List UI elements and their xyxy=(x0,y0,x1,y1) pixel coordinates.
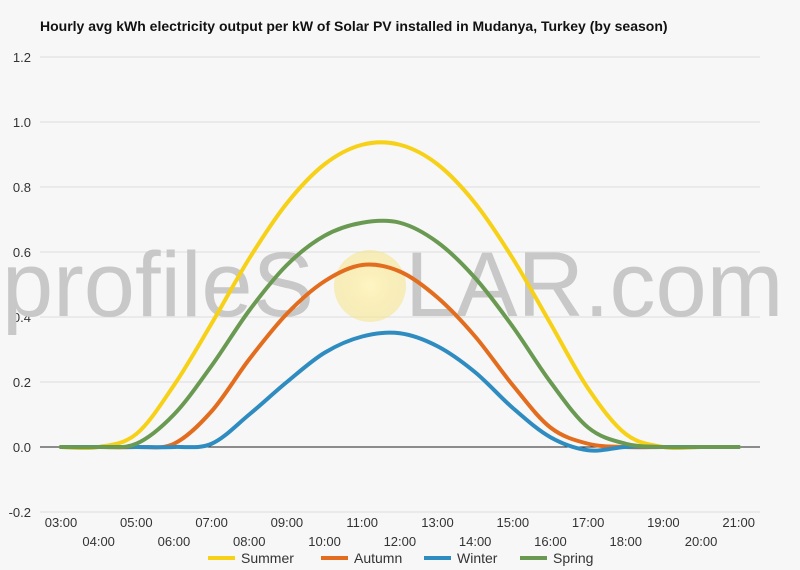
y-tick-label: -0.2 xyxy=(9,505,31,520)
x-tick-label: 21:00 xyxy=(722,515,755,530)
x-tick-label: 03:00 xyxy=(45,515,78,530)
legend: Summer Autumn Winter Spring xyxy=(208,550,593,566)
x-tick-label: 11:00 xyxy=(346,515,378,530)
x-tick-label: 18:00 xyxy=(609,534,642,549)
series-line-summer xyxy=(59,140,741,450)
x-tick-label: 19:00 xyxy=(647,515,680,530)
legend-label-winter: Winter xyxy=(457,550,498,566)
legend-label-spring: Spring xyxy=(553,550,593,566)
x-tick-label: 05:00 xyxy=(120,515,153,530)
x-tick-label: 08:00 xyxy=(233,534,266,549)
x-tick-label: 04:00 xyxy=(82,534,115,549)
y-tick-label: 0.0 xyxy=(13,440,31,455)
watermark-text-left: profileS xyxy=(2,234,314,336)
x-tick-label: 06:00 xyxy=(158,534,191,549)
watermark-text-right: LAR.com xyxy=(405,234,783,336)
y-tick-label: 0.4 xyxy=(13,310,31,325)
x-tick-label: 12:00 xyxy=(384,534,417,549)
x-tick-label: 13:00 xyxy=(421,515,454,530)
y-tick-label: 0.8 xyxy=(13,180,31,195)
x-tick-label: 17:00 xyxy=(572,515,605,530)
series-line-spring xyxy=(59,218,741,450)
x-tick-label: 16:00 xyxy=(534,534,567,549)
x-tick-label: 10:00 xyxy=(308,534,341,549)
legend-label-autumn: Autumn xyxy=(354,550,402,566)
y-tick-label: 1.2 xyxy=(13,50,31,65)
y-tick-label: 1.0 xyxy=(13,115,31,130)
series-line-winter xyxy=(59,330,741,453)
y-tick-label: 0.6 xyxy=(13,245,31,260)
watermark: profileS LAR.com xyxy=(2,234,783,336)
x-tick-label: 20:00 xyxy=(685,534,718,549)
x-tick-label: 15:00 xyxy=(497,515,530,530)
chart-title: Hourly avg kWh electricity output per kW… xyxy=(40,18,668,34)
watermark-sun-icon xyxy=(334,250,406,322)
y-tick-label: 0.2 xyxy=(13,375,31,390)
legend-label-summer: Summer xyxy=(241,550,294,566)
x-tick-label: 09:00 xyxy=(271,515,304,530)
x-tick-label: 07:00 xyxy=(195,515,228,530)
x-tick-label: 14:00 xyxy=(459,534,492,549)
